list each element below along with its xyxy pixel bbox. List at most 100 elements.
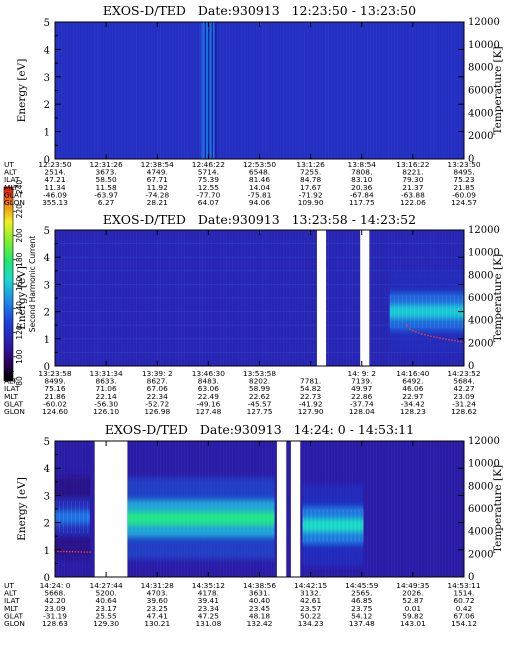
heatmap-band-texture bbox=[183, 502, 185, 535]
heatmap-texture bbox=[403, 22, 405, 159]
heatmap-band-texture bbox=[71, 500, 73, 534]
heatmap-texture bbox=[379, 230, 381, 366]
heatmap-texture bbox=[289, 441, 291, 577]
heatmap-texture bbox=[67, 230, 69, 366]
heatmap-texture bbox=[403, 441, 405, 577]
table-cell: 109.90 bbox=[298, 198, 324, 207]
energy-tick-label: 5 bbox=[44, 18, 50, 29]
table-cell: 7139. bbox=[351, 377, 372, 386]
heatmap-texture bbox=[388, 441, 390, 577]
heatmap-texture bbox=[391, 441, 393, 577]
heatmap-texture bbox=[286, 22, 288, 159]
heatmap-band-core bbox=[55, 510, 91, 524]
heatmap-layer bbox=[54, 22, 465, 578]
heatmap-texture bbox=[259, 22, 261, 159]
heatmap-texture bbox=[346, 230, 348, 366]
table-cell: 2565. bbox=[351, 589, 372, 598]
heatmap-texture bbox=[166, 22, 168, 159]
heatmap-texture bbox=[103, 230, 105, 366]
heatmap-band-texture bbox=[342, 509, 344, 542]
heatmap-texture bbox=[268, 230, 270, 366]
heatmap-texture bbox=[241, 22, 243, 159]
table-cell: 22.86 bbox=[351, 392, 372, 401]
heatmap-texture bbox=[292, 22, 294, 159]
heatmap-texture bbox=[100, 230, 102, 366]
heatmap-texture bbox=[448, 22, 450, 159]
table-row-label: GLON bbox=[4, 619, 25, 628]
table-cell: 124.60 bbox=[42, 407, 68, 416]
table-row-label: GLAT bbox=[4, 611, 23, 620]
heatmap-band-texture bbox=[55, 500, 57, 534]
heatmap-texture bbox=[202, 230, 204, 366]
heatmap-texture bbox=[55, 243, 464, 245]
heatmap-texture bbox=[448, 441, 450, 577]
temperature-axis-label: Temperature [K] bbox=[492, 46, 504, 134]
heatmap-texture bbox=[235, 22, 237, 159]
heatmap-texture bbox=[82, 230, 84, 366]
heatmap-texture bbox=[436, 441, 438, 577]
table-cell: 3673. bbox=[96, 168, 117, 177]
table-cell: 12:38:54 bbox=[141, 160, 174, 169]
heatmap-texture bbox=[301, 441, 303, 577]
heatmap-texture bbox=[130, 230, 132, 366]
heatmap-texture bbox=[181, 22, 183, 159]
heatmap-texture bbox=[328, 230, 330, 366]
temperature-point bbox=[63, 550, 65, 553]
heatmap-band-texture bbox=[445, 295, 447, 328]
temperature-tick-label: 2000 bbox=[468, 131, 493, 142]
heatmap-texture bbox=[460, 22, 462, 159]
heatmap-texture bbox=[115, 22, 117, 159]
heatmap-band-texture bbox=[135, 502, 137, 535]
table-cell: 14:49:35 bbox=[396, 581, 429, 590]
table-row-label: ALT bbox=[4, 589, 17, 598]
heatmap-texture bbox=[85, 230, 87, 366]
heatmap-texture bbox=[199, 230, 201, 366]
heatmap-texture bbox=[349, 22, 351, 159]
colorbar-tick-label: 180 bbox=[15, 252, 24, 267]
table-cell: 47.25 bbox=[198, 611, 219, 620]
heatmap-texture bbox=[376, 441, 378, 577]
heatmap-texture bbox=[301, 22, 303, 159]
temperature-point bbox=[418, 332, 420, 334]
heatmap-band-texture bbox=[417, 295, 419, 328]
temperature-axis-label: Temperature [K] bbox=[492, 465, 504, 553]
heatmap-band-texture bbox=[219, 502, 221, 535]
table-cell: 4749. bbox=[147, 168, 168, 177]
table-cell: 5714. bbox=[198, 168, 219, 177]
table-cell: 84.78 bbox=[300, 175, 321, 184]
temperature-point bbox=[412, 329, 414, 332]
table-cell: 58.50 bbox=[96, 175, 117, 184]
heatmap-texture bbox=[91, 230, 93, 366]
table-cell: 129.30 bbox=[93, 619, 119, 628]
energy-axis-label: Energy [eV] bbox=[16, 477, 28, 541]
table-row-label: ILAT bbox=[4, 384, 20, 393]
table-row-label: UT bbox=[4, 160, 14, 169]
table-cell: 12:23:50 bbox=[38, 160, 71, 169]
table-cell: 23.57 bbox=[300, 604, 321, 613]
heatmap-band-texture bbox=[59, 500, 61, 534]
heatmap-texture bbox=[337, 22, 339, 159]
heatmap-texture bbox=[256, 230, 258, 366]
colorbar-tick-label: 120 bbox=[15, 325, 24, 340]
table-cell: 143.01 bbox=[400, 619, 426, 628]
temperature-point bbox=[454, 340, 456, 342]
heatmap-texture bbox=[94, 22, 96, 159]
heatmap-texture bbox=[367, 22, 369, 159]
heatmap-texture bbox=[412, 441, 414, 577]
table-cell: 54.82 bbox=[300, 384, 321, 393]
heatmap-texture bbox=[451, 441, 453, 577]
table-cell: 14:24: 0 bbox=[40, 581, 71, 590]
table-cell: 14:45:59 bbox=[345, 581, 378, 590]
table-cell: 130.21 bbox=[144, 619, 170, 628]
heatmap-texture bbox=[253, 230, 255, 366]
heatmap-texture bbox=[274, 22, 276, 159]
heatmap-texture bbox=[181, 230, 183, 366]
heatmap-texture bbox=[388, 22, 390, 159]
heatmap-texture bbox=[148, 22, 150, 159]
heatmap-band-texture bbox=[421, 295, 423, 328]
heatmap-texture bbox=[454, 441, 456, 577]
table-cell: 128.04 bbox=[349, 407, 375, 416]
heatmap-texture bbox=[124, 230, 126, 366]
heatmap-band-texture bbox=[259, 502, 261, 535]
table-cell: 127.48 bbox=[195, 407, 221, 416]
